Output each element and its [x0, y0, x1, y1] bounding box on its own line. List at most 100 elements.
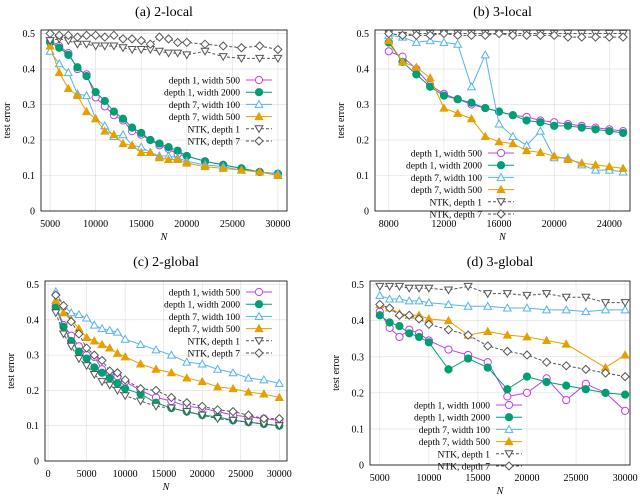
legend-marker: [496, 209, 506, 219]
data-point: [521, 30, 532, 41]
series-line: [379, 294, 626, 313]
data-point: [128, 123, 137, 132]
data-point: [443, 324, 454, 335]
data-point: [236, 43, 247, 53]
data-point: [522, 332, 532, 341]
legend-label: depth 7, width 500: [169, 325, 240, 335]
series-1: [375, 307, 630, 415]
y-tick-label: 0.1: [23, 171, 36, 182]
data-point: [541, 305, 552, 314]
data-point: [384, 303, 395, 313]
x-tick-label: 12000: [431, 219, 456, 230]
data-point: [414, 332, 424, 342]
data-point: [494, 136, 504, 146]
data-point: [541, 357, 552, 367]
data-point: [480, 50, 490, 59]
x-tick-label: 8000: [379, 219, 399, 230]
data-point: [182, 357, 192, 366]
data-point: [74, 329, 84, 339]
data-point: [228, 406, 238, 417]
data-point: [136, 35, 146, 46]
data-point: [197, 359, 207, 368]
series-line: [379, 314, 626, 396]
data-point: [483, 301, 493, 310]
data-point: [577, 123, 586, 132]
series-line: [379, 311, 626, 412]
data-point: [100, 126, 110, 135]
legend-label: depth 7, width 100: [419, 426, 490, 436]
data-point: [521, 145, 532, 155]
x-tick-label: 10000: [113, 469, 138, 480]
data-point: [618, 32, 628, 42]
data-point: [480, 30, 490, 41]
data-point: [58, 330, 69, 339]
data-point: [375, 299, 385, 310]
data-point: [66, 316, 76, 327]
data-point: [81, 362, 92, 371]
legend-marker: [504, 461, 514, 471]
data-point: [581, 385, 590, 394]
x-tick-label: 30000: [267, 469, 292, 480]
y-tick-label: 0.1: [27, 421, 40, 432]
data-point: [81, 343, 92, 353]
data-point: [236, 54, 247, 63]
data-point: [136, 147, 146, 156]
data-point: [145, 39, 156, 49]
data-point: [166, 404, 177, 413]
data-point: [151, 364, 161, 373]
data-point: [481, 103, 490, 113]
data-point: [562, 395, 571, 405]
data-point: [424, 297, 434, 307]
data-point: [466, 30, 477, 41]
x-tick-label: 20000: [542, 219, 567, 230]
data-point: [89, 350, 100, 360]
data-point: [135, 339, 146, 349]
data-point: [395, 321, 404, 331]
y-tick-label: 0: [30, 207, 35, 218]
data-point: [91, 113, 101, 123]
data-point: [200, 39, 210, 49]
data-point: [154, 47, 165, 56]
data-point: [550, 121, 559, 130]
legend-marker: [496, 161, 506, 170]
data-point: [541, 290, 552, 299]
data-point: [127, 46, 137, 55]
data-point: [212, 382, 223, 391]
legend-label: depth 7, width 500: [411, 186, 482, 196]
data-point: [173, 49, 183, 58]
x-tick-label: 15000: [151, 469, 176, 480]
data-point: [97, 323, 107, 333]
y-tick-label: 0.5: [357, 29, 370, 40]
y-axis-label: test error: [336, 102, 347, 138]
panel-3: 0 0.1 0.2 0.3 0.4 0.5 0 5000 10000 15000 20000 2500…: [6, 255, 292, 493]
data-point: [66, 342, 76, 351]
data-point: [97, 368, 107, 377]
x-tick-label: 15000: [129, 219, 154, 230]
data-point: [112, 348, 123, 357]
data-point: [619, 128, 628, 138]
legend-marker: [254, 88, 264, 97]
legend-marker: [254, 111, 264, 121]
data-point: [522, 388, 532, 397]
legend-marker: [504, 424, 514, 433]
y-tick-label: 0.4: [27, 315, 40, 326]
legend-label: NTK, depth 1: [187, 125, 240, 135]
data-point: [109, 107, 118, 116]
data-point: [620, 390, 630, 399]
data-point: [51, 290, 61, 300]
legend-label: depth 1, width 1000: [414, 402, 490, 412]
data-point: [522, 116, 531, 125]
x-tick-label: 24000: [597, 219, 622, 230]
data-point: [394, 282, 405, 292]
data-point: [228, 383, 238, 393]
data-point: [100, 42, 110, 51]
y-tick-label: 0.4: [23, 65, 36, 76]
legend-label: depth 1, width 500: [169, 77, 240, 87]
data-point: [120, 392, 130, 401]
data-point: [109, 30, 119, 41]
x-tick-label: 25000: [228, 469, 253, 480]
data-point: [274, 392, 284, 401]
data-point: [97, 378, 107, 387]
data-point: [63, 67, 73, 77]
data-point: [135, 383, 146, 394]
